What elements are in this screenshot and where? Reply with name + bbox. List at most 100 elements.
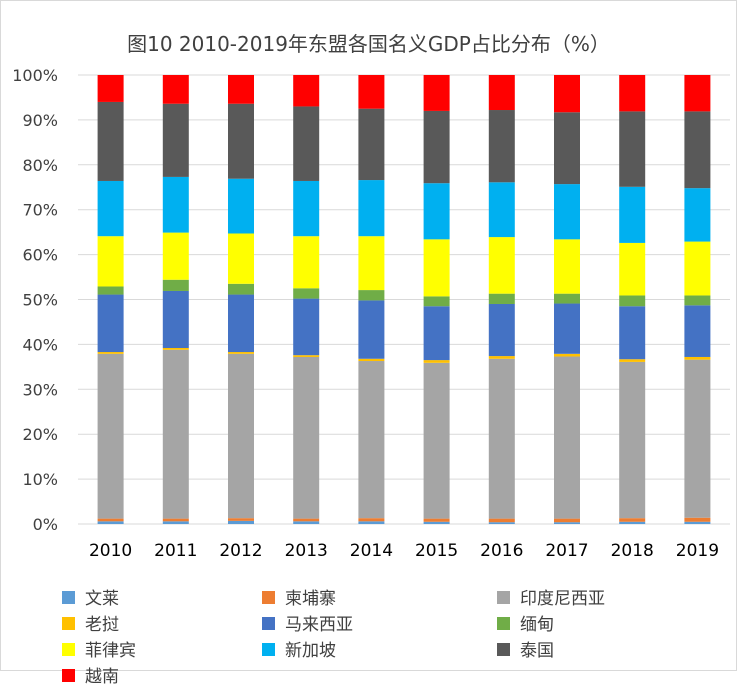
y-tick-label: 90% — [22, 111, 58, 130]
legend-label: 文莱 — [85, 589, 119, 609]
legend-swatch — [62, 591, 75, 604]
bar-segment — [162, 75, 189, 104]
x-tick-label: 2012 — [219, 541, 262, 561]
bar-segment — [162, 518, 189, 522]
bar-segment — [619, 361, 646, 519]
bar-segment — [228, 520, 254, 524]
bar-segment — [423, 362, 450, 519]
bar-segment — [554, 112, 580, 185]
bar-segment — [97, 75, 124, 102]
bar-segment — [228, 352, 254, 354]
legend-label: 马来西亚 — [285, 615, 353, 635]
bar-segment — [358, 108, 385, 181]
legend-item: 新加坡 — [262, 636, 336, 661]
bar-segment — [162, 103, 189, 177]
bar-segment — [488, 358, 515, 519]
bar-segment — [293, 518, 320, 522]
bar-segment — [554, 75, 580, 113]
bar-segment — [293, 356, 320, 519]
legend-swatch — [262, 591, 275, 604]
bar-segment — [423, 110, 450, 184]
bar-segment — [554, 303, 580, 354]
bar-segment — [554, 293, 580, 304]
bar-segment — [684, 241, 711, 296]
x-tick-label: 2016 — [480, 541, 523, 561]
y-tick-label: 60% — [22, 246, 58, 265]
legend-swatch — [497, 591, 510, 604]
bar-segment — [488, 356, 515, 359]
bar-segment — [488, 293, 515, 304]
bar-segment — [554, 518, 580, 523]
bar-segment — [684, 521, 711, 524]
bar-segment — [423, 306, 450, 361]
bar-segment — [97, 180, 124, 237]
legend-item: 越南 — [62, 662, 119, 687]
bar-segment — [228, 233, 254, 284]
bar-segment — [488, 110, 515, 183]
legend-label: 柬埔寨 — [285, 589, 336, 609]
bar-segment — [554, 356, 580, 519]
legend-item: 缅甸 — [497, 610, 554, 635]
bar-segment — [97, 286, 124, 295]
bar-segment — [293, 355, 320, 357]
y-tick-label: 0% — [33, 515, 58, 534]
bar-segment — [97, 236, 124, 287]
bar-segment — [97, 518, 124, 522]
plot-area: 0% 10% 20% 30% 40% 50% 60% 70% 80% 90% 100% 2010 201… — [12, 66, 730, 561]
bar-segment — [293, 236, 320, 289]
bar-segment — [554, 239, 580, 294]
bar-segment — [358, 358, 385, 362]
legend-label: 老挝 — [85, 615, 119, 635]
bar-segment — [162, 347, 189, 350]
bar-segment — [228, 283, 254, 295]
bar-segment — [293, 180, 320, 237]
bar-segment — [358, 290, 385, 301]
bar-segment — [228, 103, 254, 179]
y-tick-label: 10% — [22, 470, 58, 489]
bar-segment — [423, 518, 450, 522]
legend-swatch — [262, 617, 275, 630]
bar-segment — [423, 75, 450, 111]
legend-label: 新加坡 — [285, 641, 336, 661]
legend-item: 印度尼西亚 — [497, 584, 605, 609]
bar-segment — [162, 521, 189, 524]
x-tick-label: 2019 — [676, 541, 719, 561]
bar-segment — [228, 353, 254, 519]
bar-segment — [97, 294, 124, 353]
y-tick-label: 80% — [22, 156, 58, 175]
legend-item: 泰国 — [497, 636, 554, 661]
bar-segment — [554, 353, 580, 357]
bar-segment — [358, 180, 385, 237]
bar-segment — [97, 352, 124, 354]
bar-segment — [228, 178, 254, 234]
x-tick-label: 2014 — [350, 541, 393, 561]
chart-title: 图10 2010-2019年东盟各国名义GDP占比分布（%） — [127, 32, 610, 56]
bar-segment — [619, 521, 646, 524]
y-tick-label: 30% — [22, 380, 58, 399]
bar-segment — [358, 521, 385, 524]
legend-swatch — [62, 617, 75, 630]
bar-segment — [554, 522, 580, 524]
bar-segment — [684, 305, 711, 357]
bar-segment — [619, 186, 646, 243]
bar-segment — [488, 303, 515, 357]
bar-segment — [488, 518, 515, 523]
bar-segment — [97, 353, 124, 519]
bar-segment — [97, 521, 124, 524]
bar-segment — [293, 298, 320, 356]
bar-segment — [423, 239, 450, 297]
legend-item: 柬埔寨 — [262, 584, 336, 609]
bar-segment — [684, 356, 711, 360]
y-tick-label: 50% — [22, 291, 58, 310]
legend-item: 马来西亚 — [262, 610, 353, 635]
bar-segment — [423, 183, 450, 240]
bar-segment — [684, 111, 711, 189]
bar-segment — [488, 75, 515, 111]
legend-label: 缅甸 — [520, 615, 554, 635]
bar-segment — [619, 359, 646, 362]
x-tick-label: 2018 — [611, 541, 654, 561]
bar-segment — [293, 106, 320, 181]
bar-segment — [619, 518, 646, 522]
bar-segment — [293, 288, 320, 299]
legend-item: 菲律宾 — [62, 636, 136, 661]
